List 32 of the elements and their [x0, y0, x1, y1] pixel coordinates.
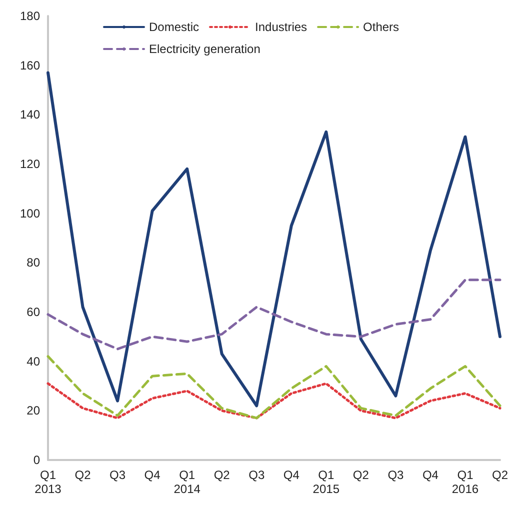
legend-label: Electricity generation	[149, 42, 260, 56]
legend-label: Domestic	[149, 20, 200, 34]
y-tick-label: 120	[20, 157, 40, 171]
y-tick-label: 60	[26, 305, 40, 319]
x-tick-label: Q1 2014	[174, 468, 201, 496]
y-tick-label: 140	[20, 108, 40, 122]
x-tick-label: Q2	[74, 468, 92, 482]
x-tick-label: Q3	[110, 468, 126, 482]
x-tick-label: Q1 2013	[34, 468, 62, 496]
y-tick-label: 160	[20, 58, 40, 72]
x-tick-label: Q1 2016	[452, 468, 479, 496]
x-tick-label: Q4	[283, 468, 300, 482]
line-series	[46, 278, 502, 350]
x-tick-label: Q3	[388, 468, 404, 482]
x-tick-label: Q4	[422, 468, 439, 482]
x-tick-label: Q3	[248, 468, 265, 482]
y-tick-label: 40	[26, 354, 40, 368]
y-tick-label: 20	[26, 404, 40, 418]
line-series	[46, 382, 502, 420]
y-tick-label: 80	[26, 256, 40, 270]
legend-label: Others	[363, 20, 400, 34]
x-tick-label: Q1 2015	[312, 468, 340, 496]
line-series	[46, 71, 502, 408]
y-tick-label: 0	[33, 453, 40, 467]
y-tick-label: 100	[20, 206, 40, 220]
line-series	[46, 355, 502, 420]
y-tick-label: 180	[20, 9, 40, 23]
x-tick-label: Q2	[352, 468, 370, 482]
x-tick-label: Q2	[214, 468, 230, 482]
x-tick-label: Q2	[492, 468, 508, 482]
x-tick-label: Q4	[144, 468, 161, 482]
legend-label: Industries	[255, 20, 308, 34]
